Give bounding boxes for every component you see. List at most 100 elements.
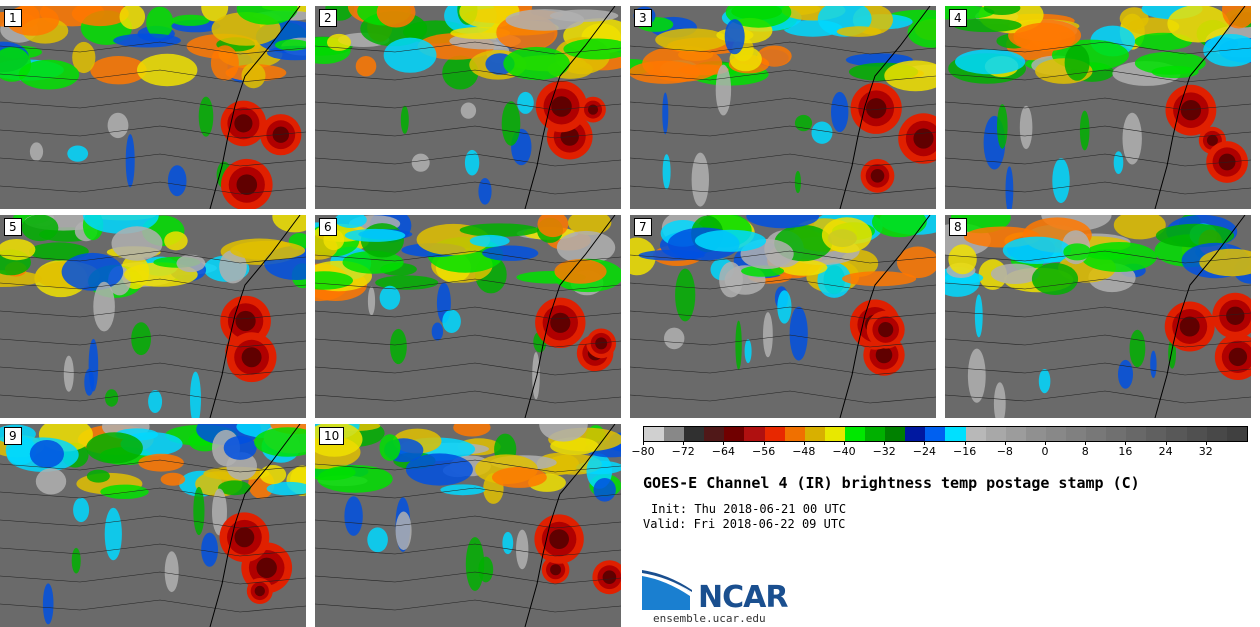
stamp-number: 6 <box>319 218 337 236</box>
stamp-panel-2: 2 <box>315 6 621 209</box>
colorbar-swatch <box>1106 427 1127 441</box>
colorbar-swatch <box>905 427 926 441</box>
colorbar-tick-label: 24 <box>1158 445 1173 458</box>
ir-map <box>0 6 306 209</box>
colorbar-swatch <box>1186 427 1207 441</box>
stamp-number: 4 <box>949 9 967 27</box>
ir-map <box>315 424 621 627</box>
colorbar-tick-label: −40 <box>832 445 856 458</box>
colorbar-swatch <box>985 427 1006 441</box>
stamp-panel-5: 5 <box>0 215 306 418</box>
colorbar-swatch <box>1126 427 1147 441</box>
colorbar-swatch <box>965 427 986 441</box>
ir-imagery <box>0 424 306 627</box>
ir-map <box>630 6 936 209</box>
colorbar-swatch <box>744 427 765 441</box>
ir-map <box>945 6 1251 209</box>
stamp-panel-3: 3 <box>630 6 936 209</box>
colorbar-tick-label: −80 <box>631 445 655 458</box>
ir-map <box>315 215 621 418</box>
ir-map <box>315 6 621 209</box>
stamp-number: 10 <box>319 427 345 445</box>
colorbar-tick-label: −16 <box>952 445 977 458</box>
colorbar-tick <box>723 441 725 445</box>
colorbar-tick <box>924 441 926 445</box>
colorbar-tick-label: −8 <box>996 445 1013 458</box>
ir-imagery <box>315 215 621 418</box>
logo-url: ensemble.ucar.edu <box>653 612 766 625</box>
ir-imagery <box>630 215 936 418</box>
colorbar-tick-label: −64 <box>711 445 735 458</box>
colorbar-swatch <box>644 427 665 441</box>
colorbar-tick <box>1004 441 1006 445</box>
ncar-logo-text: NCAR <box>698 580 788 615</box>
colorbar-swatch <box>885 427 906 441</box>
colorbar-swatch <box>1086 427 1107 441</box>
colorbar-swatch <box>1226 427 1247 441</box>
colorbar-tick <box>964 441 966 445</box>
colorbar-swatch <box>1146 427 1167 441</box>
temperature-colorbar <box>643 426 1248 442</box>
valid-time: Valid: Fri 2018-06-22 09 UTC <box>643 517 846 531</box>
colorbar-swatch <box>1206 427 1227 441</box>
stamp-number: 2 <box>319 9 337 27</box>
stamp-number: 5 <box>4 218 22 236</box>
colorbar-tick <box>1045 441 1046 445</box>
colorbar-tick <box>803 441 805 445</box>
stamp-number: 9 <box>4 427 22 445</box>
colorbar-swatch <box>684 427 705 441</box>
colorbar-tick-label: 16 <box>1118 445 1133 458</box>
colorbar-tick <box>1165 441 1167 445</box>
colorbar-swatch <box>804 427 825 441</box>
colorbar-tick-label: −24 <box>912 445 936 458</box>
ir-imagery <box>315 424 621 627</box>
stamp-panel-10: 10 <box>315 424 621 627</box>
stamp-number: 7 <box>634 218 652 236</box>
init-time: Init: Thu 2018-06-21 00 UTC <box>651 502 847 516</box>
colorbar-tick <box>763 441 765 445</box>
ir-map <box>630 215 936 418</box>
colorbar-tick <box>643 441 644 445</box>
ir-imagery <box>0 215 306 418</box>
ir-map <box>0 215 306 418</box>
colorbar-tick-label: −32 <box>872 445 896 458</box>
colorbar-tick <box>683 441 685 445</box>
colorbar-swatch <box>1065 427 1087 441</box>
colorbar-tick-label: 32 <box>1198 445 1213 458</box>
ncar-logo-icon <box>642 570 692 610</box>
ir-imagery <box>0 6 306 209</box>
colorbar-swatch <box>784 427 805 441</box>
colorbar-swatch <box>1045 427 1066 441</box>
colorbar-swatch <box>664 427 685 441</box>
stamp-panel-9: 9 <box>0 424 306 627</box>
colorbar-swatch <box>704 427 725 441</box>
colorbar-swatch <box>865 427 886 441</box>
stamp-number: 3 <box>634 9 652 27</box>
colorbar-tick-label: −56 <box>751 445 776 458</box>
colorbar-swatch <box>925 427 946 441</box>
stamp-number: 1 <box>4 9 22 27</box>
colorbar-tick-label: 8 <box>1081 445 1089 458</box>
colorbar-tick-label: −48 <box>792 445 816 458</box>
ir-imagery <box>630 6 936 209</box>
colorbar-tick <box>844 441 845 445</box>
colorbar-swatch <box>1166 427 1187 441</box>
colorbar-tick <box>1085 441 1087 445</box>
ir-imagery <box>945 6 1251 209</box>
stamp-panel-7: 7 <box>630 215 936 418</box>
ir-map <box>0 424 306 627</box>
colorbar-swatch <box>764 427 785 441</box>
colorbar-tick <box>1125 441 1127 445</box>
colorbar-swatch <box>1005 427 1026 441</box>
stamp-panel-8: 8 <box>945 215 1251 418</box>
colorbar-tick-label: −72 <box>671 445 695 458</box>
ir-map <box>945 215 1251 418</box>
ir-imagery <box>945 215 1251 418</box>
stamp-panel-1: 1 <box>0 6 306 209</box>
colorbar-ticks: −80 −72 −64 −56 −48 −40 −32 −24 −16 −8 0 8 16 24 32 <box>631 441 1248 461</box>
colorbar-tick <box>884 441 886 445</box>
ir-imagery <box>315 6 621 209</box>
colorbar-tick <box>1205 441 1207 445</box>
colorbar-swatch <box>824 427 845 441</box>
stamp-number: 8 <box>949 218 967 236</box>
